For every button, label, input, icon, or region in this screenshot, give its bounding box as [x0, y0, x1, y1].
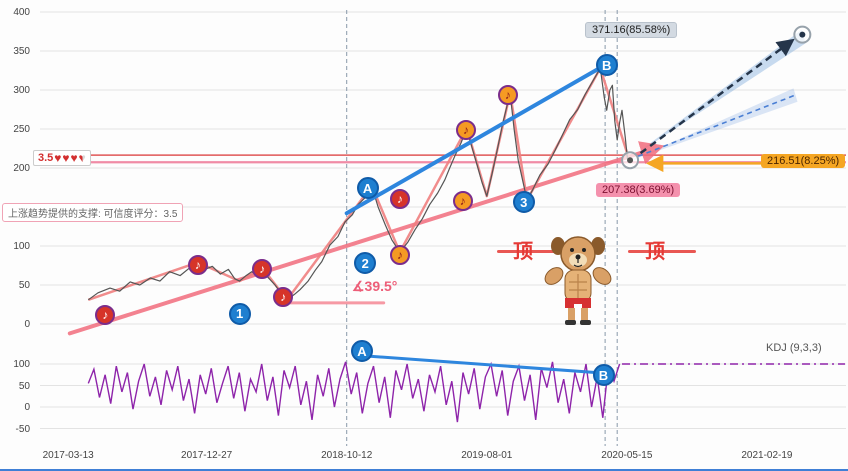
current-price-badge[interactable]: 207.38(3.69%)	[596, 183, 681, 197]
resistance-level-badge[interactable]: 216.51(8.25%)	[761, 154, 846, 168]
note-marker[interactable]: ♪	[252, 258, 273, 279]
projection-beam-main	[631, 29, 806, 158]
target-projection-line[interactable]	[639, 38, 795, 155]
note-marker[interactable]: ♪	[452, 190, 473, 211]
x-axis-label: 2019-08-01	[461, 450, 513, 461]
heart-icon: ♥	[70, 151, 78, 165]
note-marker[interactable]: ♪	[95, 304, 116, 325]
price-line	[87, 67, 631, 301]
top-marker-line-left	[497, 250, 559, 253]
x-axis-label: 2017-03-13	[42, 450, 94, 461]
wave-marker-3[interactable]: 3	[512, 191, 535, 214]
kdj-ab-trendline[interactable]	[368, 354, 599, 375]
note-marker[interactable]: ♪	[187, 254, 208, 275]
support-rating-box[interactable]: 3.5 ♥ ♥ ♥ ♥	[33, 150, 91, 166]
current-price-point-dot	[627, 157, 634, 164]
top-label-right: 顶	[645, 241, 665, 263]
y-axis-label: 400	[13, 7, 30, 18]
note-marker[interactable]: ♪	[273, 286, 294, 307]
kdj-line	[87, 361, 621, 423]
dog-meme-image	[544, 236, 612, 325]
kdj-indicator-label[interactable]: KDJ (9,3,3)	[766, 342, 822, 354]
support-trendline[interactable]	[67, 141, 665, 336]
rating-score: 3.5	[38, 152, 54, 164]
support-tooltip: 上涨趋势提供的支撑: 可信度评分：3.5	[2, 203, 184, 222]
top-marker-line-right	[628, 250, 696, 253]
y-axis-label: 0	[24, 402, 30, 413]
x-axis-label: 2017-12-27	[181, 450, 233, 461]
wave-marker-2[interactable]: 2	[354, 252, 377, 275]
wave-marker-B[interactable]: B	[595, 54, 618, 77]
y-axis-label: -50	[15, 423, 30, 435]
ab-trendline[interactable]	[344, 63, 608, 216]
note-marker[interactable]: ♪	[389, 189, 410, 210]
y-axis-label: 350	[13, 46, 30, 57]
x-axis-label: 2020-05-15	[601, 450, 653, 461]
heart-icon: ♥	[62, 151, 70, 165]
top-label-left: 顶	[513, 241, 533, 263]
x-axis-label: 2018-10-12	[321, 450, 373, 461]
wave-marker-1[interactable]: 1	[228, 302, 251, 325]
heart-half-icon: ♥	[78, 151, 86, 165]
target-price-point-dot	[799, 31, 806, 38]
y-axis-label: 50	[18, 280, 30, 291]
time-range-scrollbar[interactable]	[0, 469, 848, 471]
note-marker[interactable]: ♪	[389, 245, 410, 266]
angle-annotation[interactable]: ∡39.5°	[352, 278, 398, 294]
note-marker[interactable]: ♪	[455, 119, 476, 140]
y-axis-label: 250	[13, 124, 30, 135]
target-price-badge[interactable]: 371.16(85.58%)	[585, 22, 678, 38]
y-axis-label: 100	[13, 241, 30, 252]
wave-marker-B[interactable]: B	[592, 364, 615, 387]
y-axis-label: 100	[13, 359, 30, 370]
y-axis-label: 50	[18, 380, 30, 392]
wave-marker-A[interactable]: A	[356, 177, 379, 200]
note-marker[interactable]: ♪	[497, 84, 518, 105]
secondary-projection-line[interactable]	[637, 94, 795, 158]
wave-marker-A[interactable]: A	[351, 340, 373, 363]
y-axis-label: 0	[24, 319, 30, 330]
y-axis-label: 200	[13, 163, 30, 174]
x-axis-label: 2021-02-19	[741, 450, 793, 461]
heart-icon: ♥	[54, 151, 62, 165]
y-axis-label: 300	[13, 85, 30, 96]
